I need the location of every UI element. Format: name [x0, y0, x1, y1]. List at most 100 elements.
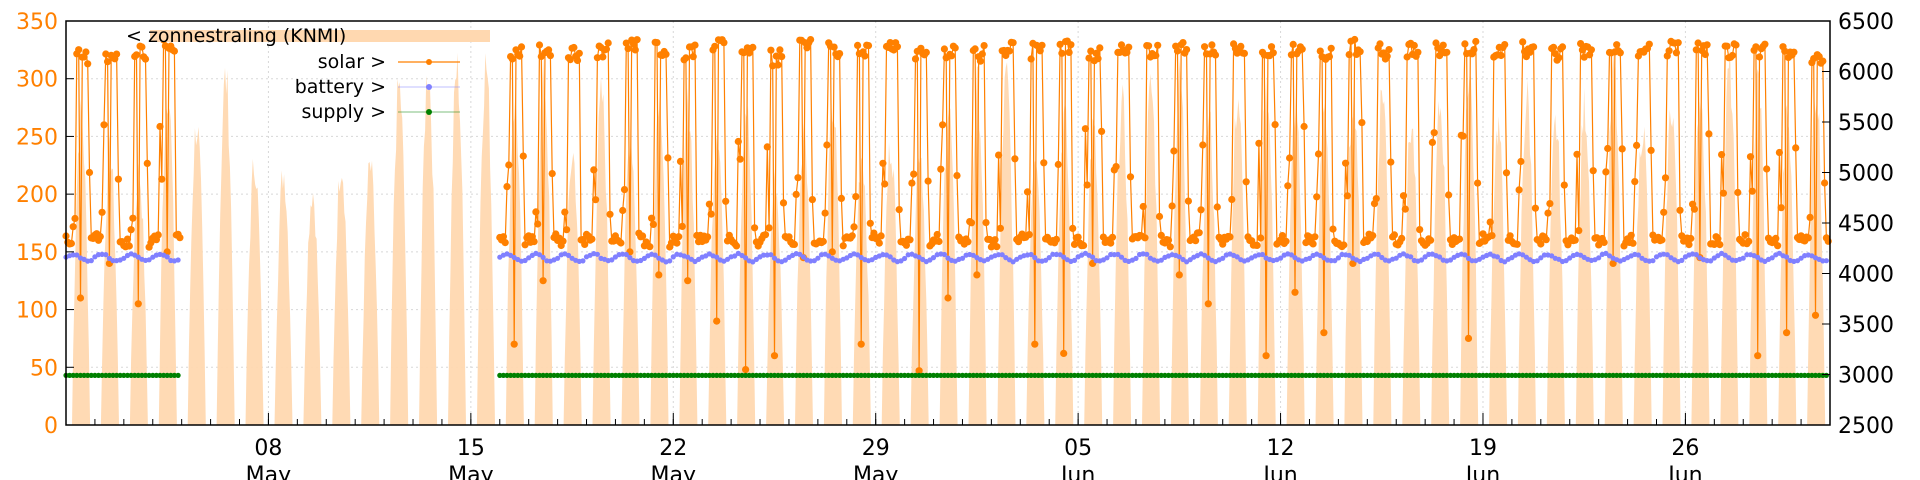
solar-point: [1660, 208, 1668, 216]
supply-point: [536, 372, 543, 378]
solar-point: [1316, 47, 1324, 55]
supply-point: [1559, 372, 1566, 378]
supply-point: [1335, 372, 1341, 378]
supply-point: [952, 372, 958, 378]
supply-point: [99, 372, 105, 378]
supply-point: [1625, 372, 1631, 378]
solar-point: [807, 36, 815, 44]
solar-point: [1199, 141, 1207, 149]
supply-point: [1238, 372, 1244, 378]
solar-point: [1237, 42, 1245, 51]
supply-point: [1032, 372, 1038, 378]
supply-point: [1700, 372, 1707, 378]
solar-point: [570, 43, 578, 52]
x-tick-month: Jun: [1261, 463, 1297, 480]
solar-point: [993, 243, 1001, 251]
solar-point: [1291, 288, 1299, 296]
solar-point: [604, 39, 612, 47]
battery-point: [1650, 258, 1656, 264]
legend-battery-marker: [426, 84, 432, 90]
supply-point: [837, 372, 843, 378]
supply-point: [594, 372, 601, 378]
solar-point: [1410, 41, 1418, 50]
supply-point: [1447, 372, 1454, 378]
battery-point: [1306, 255, 1313, 261]
supply-point: [1650, 372, 1656, 378]
solar-point: [1112, 163, 1120, 171]
supply-point: [732, 372, 738, 378]
solar-point: [761, 231, 770, 239]
solar-point: [1716, 241, 1724, 249]
battery-point: [771, 255, 778, 261]
battery-point: [146, 257, 152, 263]
y2-tick-label: 6500: [1838, 10, 1894, 35]
solar-point: [590, 166, 598, 174]
supply-point: [930, 372, 937, 378]
supply-point: [1802, 372, 1808, 378]
solar-point: [948, 52, 956, 60]
solar-point: [1399, 192, 1408, 200]
supply-point: [1158, 372, 1164, 378]
solar-point: [778, 53, 786, 61]
solar-point: [734, 137, 742, 146]
solar-point: [767, 46, 775, 54]
supply-point: [583, 372, 590, 378]
solar-point: [736, 155, 744, 163]
supply-point: [934, 372, 940, 378]
supply-point: [1502, 372, 1508, 378]
solar-point: [705, 200, 714, 208]
solar-point: [134, 300, 142, 308]
y-tick-label: 250: [16, 125, 58, 150]
supply-point: [497, 372, 503, 378]
solar-point: [1213, 203, 1221, 211]
supply-point: [822, 372, 828, 378]
supply-point: [797, 372, 803, 378]
battery-point: [1534, 258, 1540, 264]
battery-point: [1288, 252, 1294, 258]
supply-point: [558, 372, 564, 378]
supply-point: [504, 372, 510, 378]
x-tick-day: 19: [1469, 436, 1497, 461]
solar-point: [732, 242, 741, 250]
supply-point: [1382, 372, 1388, 378]
battery-point: [1144, 251, 1150, 257]
solar-point: [1204, 300, 1212, 308]
solar-point: [1777, 204, 1785, 212]
solar-point: [763, 143, 771, 151]
solar-point: [881, 180, 889, 188]
solar-point: [1472, 37, 1480, 46]
solar-point: [546, 52, 555, 60]
battery-point: [800, 254, 807, 260]
battery-point: [522, 257, 528, 264]
solar-point: [1083, 181, 1091, 189]
solar-point: [1282, 237, 1290, 245]
supply-point: [1165, 372, 1172, 378]
axis-labels: 0501001502002503003502500300035004000450…: [16, 10, 1894, 480]
solar-point: [1080, 241, 1088, 250]
supply-point: [1487, 372, 1493, 378]
supply-point: [1480, 372, 1486, 378]
supply-point: [1596, 372, 1602, 378]
solar-point: [1060, 349, 1068, 357]
supply-point: [1162, 372, 1168, 378]
solar-point: [1011, 155, 1019, 163]
supply-point: [1643, 372, 1649, 378]
solar-point: [1647, 146, 1655, 154]
supply-point: [1104, 372, 1110, 378]
supply-point: [1498, 372, 1504, 378]
solar-point: [1271, 121, 1279, 129]
supply-point: [175, 372, 181, 378]
solar-point: [720, 39, 728, 47]
supply-point: [1776, 372, 1782, 378]
battery-point: [1328, 258, 1334, 264]
supply-point: [847, 372, 854, 378]
solar-point: [158, 175, 166, 183]
battery-point: [1046, 255, 1052, 261]
battery-point: [782, 257, 788, 263]
battery-point: [732, 253, 738, 259]
solar-point: [1098, 127, 1106, 135]
supply-point: [1397, 372, 1403, 378]
solar-point: [689, 53, 697, 61]
solar-point: [581, 240, 589, 248]
supply-point: [883, 372, 890, 378]
